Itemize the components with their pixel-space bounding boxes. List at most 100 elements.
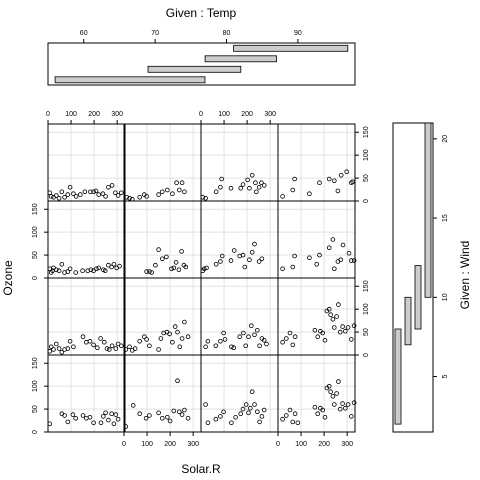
data-point (156, 192, 161, 197)
data-point (56, 346, 62, 351)
data-point (113, 346, 119, 351)
wind-tick-label: 10 (442, 293, 449, 301)
panel-r4-c1 (47, 355, 125, 433)
data-point (80, 334, 86, 340)
data-point (238, 411, 244, 417)
data-point (80, 413, 86, 418)
x-tick-label: 300 (187, 441, 199, 448)
panel-background (124, 355, 201, 432)
data-point (78, 192, 83, 197)
data-point (340, 401, 345, 406)
data-point (314, 261, 320, 267)
data-point (109, 264, 114, 270)
data-point (170, 339, 175, 345)
scatter-panels (47, 124, 357, 433)
data-point (98, 420, 104, 426)
data-point (71, 344, 76, 350)
data-point (331, 266, 337, 272)
data-point (229, 420, 234, 426)
data-point (322, 414, 328, 420)
wind-tick-label: 5 (442, 374, 449, 378)
data-point (171, 408, 177, 414)
data-point (94, 266, 99, 272)
panel-background (201, 201, 278, 278)
data-point (182, 407, 187, 413)
data-point (331, 178, 337, 184)
data-point (153, 262, 158, 268)
data-point (88, 267, 94, 273)
data-point (228, 258, 234, 263)
y-axis-label: Ozone (1, 260, 15, 296)
panel-r2-c4 (277, 201, 357, 279)
data-point (290, 187, 296, 193)
data-point (51, 347, 56, 352)
given-wind-axis: 5 10 15 20 (433, 135, 449, 378)
y-tick-label: 100 (363, 303, 370, 315)
data-point (218, 185, 223, 190)
data-point (252, 241, 257, 247)
data-point (109, 343, 115, 349)
wind-interval-bar (404, 296, 412, 346)
x-tick-label: 100 (141, 441, 153, 448)
panel-r2-c1 (47, 201, 125, 279)
data-point (177, 409, 182, 415)
data-point (249, 250, 255, 255)
x-tick-label: 0 (199, 111, 203, 118)
data-point (65, 269, 71, 274)
data-point (219, 253, 225, 259)
data-point (53, 193, 59, 198)
data-point (346, 251, 352, 256)
data-point (213, 189, 219, 195)
data-point (259, 414, 265, 419)
data-point (259, 256, 265, 262)
data-point (73, 270, 78, 275)
x-axis-label: Solar.R (181, 462, 221, 476)
panel-r3-c3 (200, 278, 278, 356)
data-point (149, 270, 155, 275)
data-point (348, 258, 354, 263)
data-point (182, 189, 187, 195)
data-point (315, 411, 321, 417)
data-point (144, 337, 149, 342)
data-point (177, 344, 183, 350)
data-point (144, 269, 149, 274)
data-point (109, 183, 115, 188)
data-point (351, 323, 357, 329)
data-point (292, 334, 298, 340)
data-point (176, 267, 182, 273)
temp-interval-bar (147, 65, 242, 73)
wind-interval-bar (414, 265, 422, 330)
data-point (179, 412, 185, 417)
temp-tick-label: 80 (223, 30, 231, 37)
data-point (169, 266, 174, 272)
data-point (179, 336, 185, 341)
data-point (144, 194, 149, 199)
data-point (213, 343, 219, 349)
temp-interval-bar (204, 55, 277, 63)
data-point (59, 189, 65, 195)
data-point (254, 409, 260, 415)
data-point (307, 191, 312, 197)
panel-r2-c3 (200, 201, 278, 279)
data-point (249, 389, 255, 395)
data-point (203, 402, 208, 407)
data-point (335, 188, 341, 194)
data-point (160, 415, 165, 421)
data-point (253, 180, 258, 186)
data-point (103, 194, 108, 199)
y-tick-label: 50 (32, 251, 39, 259)
data-point (103, 410, 108, 416)
data-point (156, 410, 161, 416)
panel-r2-c2 (123, 201, 201, 279)
data-point (130, 403, 136, 408)
data-point (248, 405, 253, 411)
data-point (218, 414, 223, 419)
data-point (328, 389, 333, 395)
data-point (320, 407, 326, 413)
panel-r3-c2 (123, 278, 201, 356)
x-tick-label: 0 (46, 111, 50, 118)
data-point (246, 334, 251, 340)
x-tick-label: 200 (88, 111, 100, 118)
y-tick-label: 0 (32, 430, 39, 434)
panel-r3-c4 (277, 278, 357, 356)
